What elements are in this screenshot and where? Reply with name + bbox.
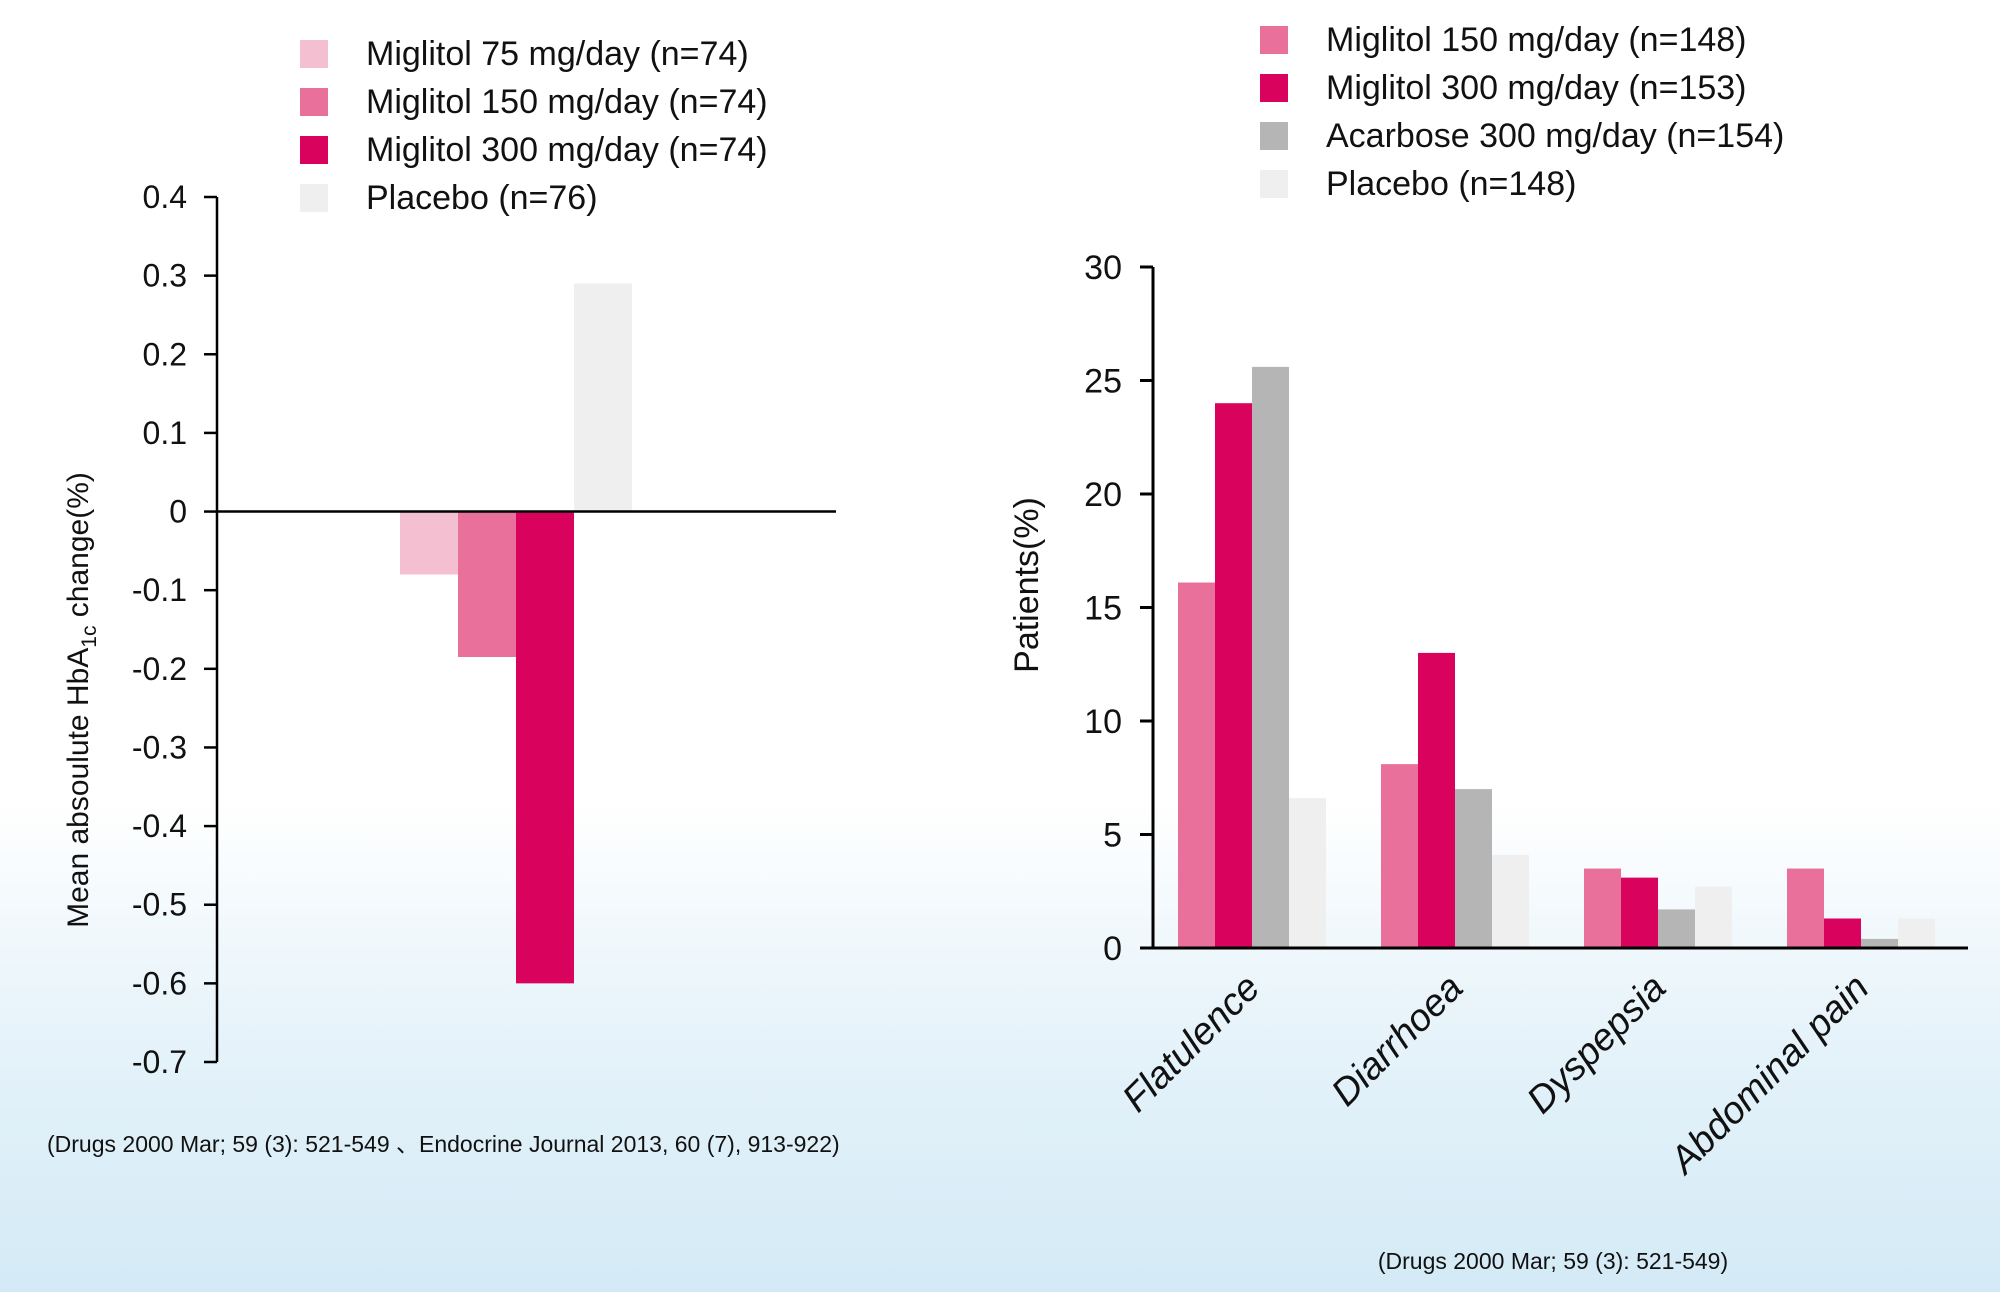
adverse-events-bar	[1824, 918, 1861, 948]
hba1c-legend: Miglitol 75 mg/day (n=74) Miglitol 150 mg…	[300, 35, 768, 217]
adverse-events-source-note: (Drugs 2000 Mar; 59 (3): 521-549)	[1378, 1248, 1728, 1274]
adverse-events-bar	[1787, 868, 1824, 948]
adverse-events-bar	[1492, 854, 1529, 948]
adverse-events-bar	[1455, 789, 1492, 948]
adverse-events-y-axis-label: Patients(%)	[1008, 497, 1046, 673]
adverse-events-legend-swatch	[1260, 26, 1288, 54]
hba1c-y-axis-label: Mean absoulute HbA1c change(%)	[62, 472, 101, 928]
hba1c-legend-swatch	[300, 136, 328, 164]
adverse-events-bar	[1289, 798, 1326, 948]
hba1c-y-tick-label: 0.1	[143, 415, 187, 451]
hba1c-y-ticks: 0.4 0.3 0.2 0.1 0 -0.1 -0.2 -0.3 -0.4 -0.5 -0.6 -0.…	[132, 179, 217, 1080]
adverse-events-y-tick-label: 30	[1084, 249, 1122, 287]
hba1c-legend-label: Placebo (n=76)	[366, 179, 598, 217]
hba1c-y-tick-label: -0.5	[132, 887, 187, 923]
adverse-events-y-tick-label: 15	[1084, 590, 1122, 628]
hba1c-bar	[516, 511, 574, 984]
adverse-events-x-tick-label: Dyspepsia	[1519, 967, 1674, 1122]
adverse-events-bar	[1584, 868, 1621, 948]
adverse-events-legend-label: Acarbose 300 mg/day (n=154)	[1326, 117, 1784, 155]
adverse-events-x-tick-label: Flatulence	[1115, 967, 1269, 1121]
hba1c-y-tick-label: 0.4	[143, 179, 187, 215]
hba1c-source-note: (Drugs 2000 Mar; 59 (3): 521-549 、Endocr…	[47, 1131, 840, 1157]
hba1c-legend-swatch	[300, 184, 328, 212]
adverse-events-x-tick-label: Diarrhoea	[1324, 967, 1472, 1115]
adverse-events-legend-swatch	[1260, 170, 1288, 198]
hba1c-legend-swatch	[300, 40, 328, 68]
adverse-events-y-tick-label: 20	[1084, 476, 1122, 514]
adverse-events-bar	[1695, 886, 1732, 948]
hba1c-y-tick-label: 0.2	[143, 336, 187, 372]
adverse-events-bar	[1252, 366, 1289, 948]
hba1c-bars	[400, 283, 632, 984]
adverse-events-y-ticks: 30 25 20 15 10 5 0	[1084, 249, 1153, 968]
adverse-events-chart: Miglitol 150 mg/day (n=148) Miglitol 300 …	[1008, 21, 1968, 1274]
hba1c-y-tick-label: 0	[169, 494, 187, 530]
adverse-events-legend-label: Miglitol 300 mg/day (n=153)	[1326, 69, 1747, 107]
hba1c-bar	[574, 283, 632, 512]
hba1c-legend-swatch	[300, 88, 328, 116]
adverse-events-bar	[1381, 764, 1418, 948]
adverse-events-y-tick-label: 5	[1103, 817, 1122, 855]
hba1c-legend-label: Miglitol 300 mg/day (n=74)	[366, 131, 768, 169]
adverse-events-y-tick-label: 10	[1084, 703, 1122, 741]
adverse-events-legend-swatch	[1260, 74, 1288, 102]
adverse-events-legend-label: Placebo (n=148)	[1326, 165, 1576, 203]
hba1c-y-tick-label: -0.7	[132, 1044, 187, 1080]
adverse-events-bar	[1418, 652, 1455, 948]
adverse-events-bar	[1898, 918, 1935, 948]
hba1c-legend-label: Miglitol 75 mg/day (n=74)	[366, 35, 749, 73]
adverse-events-legend-swatch	[1260, 122, 1288, 150]
adverse-events-bar	[1861, 938, 1898, 948]
hba1c-y-tick-label: -0.1	[132, 572, 187, 608]
hba1c-y-tick-label: -0.2	[132, 651, 187, 687]
hba1c-y-tick-label: -0.4	[132, 808, 187, 844]
hba1c-legend-label: Miglitol 150 mg/day (n=74)	[366, 83, 768, 121]
hba1c-y-tick-label: -0.3	[132, 729, 187, 765]
adverse-events-bar	[1658, 909, 1695, 948]
adverse-events-bar	[1178, 582, 1215, 948]
hba1c-y-tick-label: 0.3	[143, 258, 187, 294]
adverse-events-legend: Miglitol 150 mg/day (n=148) Miglitol 300 …	[1260, 21, 1784, 203]
adverse-events-x-tick-label: Abdominal pain	[1661, 967, 1877, 1183]
hba1c-y-tick-label: -0.6	[132, 965, 187, 1001]
adverse-events-bar	[1621, 877, 1658, 948]
adverse-events-y-tick-label: 25	[1084, 363, 1122, 401]
hba1c-bar	[400, 511, 458, 575]
adverse-events-y-tick-label: 0	[1103, 930, 1122, 968]
hba1c-chart: Miglitol 75 mg/day (n=74) Miglitol 150 mg…	[47, 35, 840, 1157]
hba1c-bar	[458, 511, 516, 658]
adverse-events-bar	[1215, 403, 1252, 948]
adverse-events-bars	[1178, 366, 1935, 948]
adverse-events-legend-label: Miglitol 150 mg/day (n=148)	[1326, 21, 1747, 59]
